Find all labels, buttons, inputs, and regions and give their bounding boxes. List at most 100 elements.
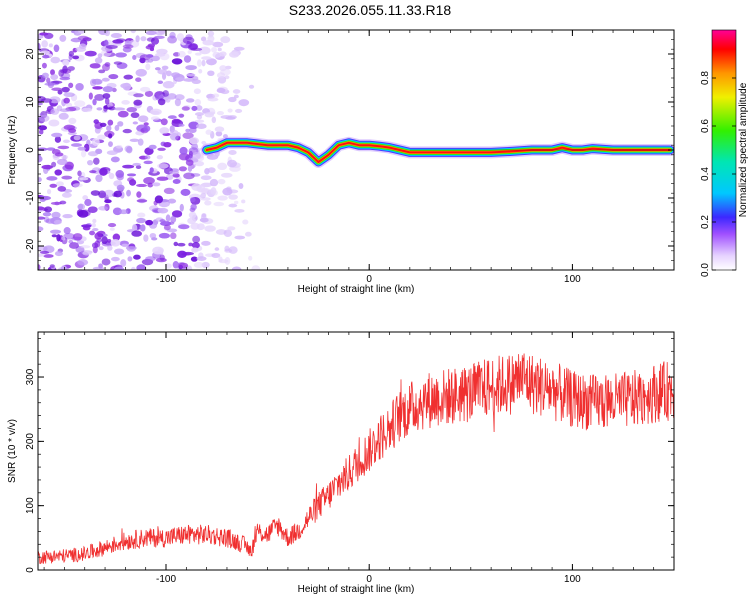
noise-blob bbox=[88, 92, 93, 100]
colorbar: 0.0 0.2 0.4 0.6 0.8 Normalized spectral ampl… bbox=[700, 29, 749, 277]
noise-blob bbox=[163, 224, 171, 231]
noise-blob bbox=[131, 230, 142, 237]
noise-blob bbox=[96, 107, 103, 111]
noise-blob bbox=[202, 40, 215, 46]
noise-blob bbox=[99, 167, 108, 176]
noise-blob bbox=[232, 89, 241, 94]
noise-blob bbox=[54, 135, 62, 143]
noise-blob bbox=[167, 198, 177, 204]
noise-blob bbox=[135, 77, 142, 82]
noise-blob bbox=[108, 141, 113, 147]
noise-blob bbox=[234, 209, 245, 213]
noise-blob bbox=[77, 146, 86, 151]
noise-blob bbox=[106, 125, 112, 132]
noise-blob bbox=[150, 108, 162, 116]
noise-blob bbox=[224, 257, 231, 265]
noise-blob bbox=[40, 50, 51, 55]
noise-blob bbox=[105, 44, 118, 49]
noise-blob bbox=[173, 241, 179, 247]
noise-blob bbox=[228, 203, 238, 208]
noise-blob bbox=[38, 42, 41, 51]
noise-blob bbox=[77, 259, 89, 266]
noise-blob bbox=[41, 62, 47, 69]
noise-blob bbox=[195, 105, 203, 111]
noise-blob bbox=[93, 119, 99, 124]
noise-blob bbox=[136, 183, 148, 188]
noise-blob bbox=[108, 172, 115, 180]
noise-blob bbox=[58, 112, 69, 120]
noise-blob bbox=[228, 149, 237, 155]
noise-blob bbox=[104, 199, 112, 204]
noise-blob bbox=[91, 242, 99, 249]
spectrogram-xtick-label: 0 bbox=[366, 274, 372, 285]
figure-title: S233.2026.055.11.33.R18 bbox=[289, 2, 452, 18]
noise-blob bbox=[192, 76, 199, 81]
noise-blob bbox=[53, 44, 60, 53]
noise-blob bbox=[205, 129, 213, 135]
noise-blob bbox=[235, 108, 243, 114]
spectrogram-ytick-label: 10 bbox=[25, 96, 36, 108]
noise-blob bbox=[59, 108, 71, 113]
noise-blob bbox=[44, 206, 53, 213]
noise-blob bbox=[162, 80, 175, 89]
noise-blob bbox=[122, 44, 134, 49]
noise-blob bbox=[49, 96, 61, 104]
noise-blob bbox=[73, 135, 81, 141]
snr-axes: -100 0 100 0 100 200 300 bbox=[25, 332, 675, 585]
noise-blob bbox=[163, 187, 175, 195]
noise-blob bbox=[92, 86, 103, 90]
noise-blob bbox=[97, 134, 106, 140]
spectrogram-ytick-label: -10 bbox=[25, 190, 36, 205]
noise-blob bbox=[181, 106, 190, 111]
noise-blob bbox=[63, 92, 75, 97]
noise-blob bbox=[50, 201, 62, 205]
noise-blob bbox=[199, 187, 211, 194]
noise-blob bbox=[176, 33, 185, 41]
noise-blob bbox=[121, 100, 130, 105]
noise-blob bbox=[92, 228, 99, 232]
noise-blob bbox=[112, 207, 122, 216]
noise-blob bbox=[200, 192, 206, 199]
noise-blob bbox=[77, 210, 89, 218]
noise-blob bbox=[91, 222, 96, 228]
noise-blob bbox=[47, 81, 55, 89]
noise-blob bbox=[87, 206, 98, 213]
noise-blob bbox=[144, 147, 154, 155]
noise-blob bbox=[131, 224, 138, 232]
noise-blob bbox=[89, 63, 101, 69]
noise-blob bbox=[212, 41, 224, 48]
noise-blob bbox=[70, 37, 82, 43]
noise-blob bbox=[211, 252, 221, 259]
noise-blob bbox=[251, 265, 261, 270]
noise-blob bbox=[189, 197, 196, 203]
noise-blob bbox=[78, 203, 84, 210]
noise-blob bbox=[238, 183, 244, 190]
colorbar-tick-label: 0.6 bbox=[700, 119, 711, 133]
noise-blob bbox=[59, 76, 71, 81]
noise-blob bbox=[147, 58, 154, 63]
noise-blob bbox=[201, 56, 212, 60]
noise-blob bbox=[178, 113, 185, 118]
noise-blob bbox=[38, 114, 50, 122]
noise-blob bbox=[56, 158, 68, 166]
noise-blob bbox=[171, 58, 183, 65]
noise-blob bbox=[122, 82, 132, 91]
noise-blob bbox=[54, 169, 63, 176]
noise-blob bbox=[126, 173, 137, 177]
noise-blob bbox=[127, 256, 133, 262]
noise-blob bbox=[248, 84, 255, 89]
noise-blob bbox=[38, 226, 44, 232]
noise-blob bbox=[200, 36, 207, 42]
noise-blob bbox=[46, 176, 58, 181]
noise-blob bbox=[51, 161, 57, 168]
noise-blob bbox=[46, 188, 52, 195]
noise-blob bbox=[123, 74, 134, 80]
noise-blob bbox=[87, 151, 99, 157]
noise-blob bbox=[102, 86, 114, 93]
noise-blob bbox=[186, 73, 196, 77]
noise-blob bbox=[163, 142, 172, 148]
noise-blob bbox=[171, 210, 183, 218]
noise-blob bbox=[211, 116, 217, 124]
noise-blobs bbox=[38, 30, 261, 270]
